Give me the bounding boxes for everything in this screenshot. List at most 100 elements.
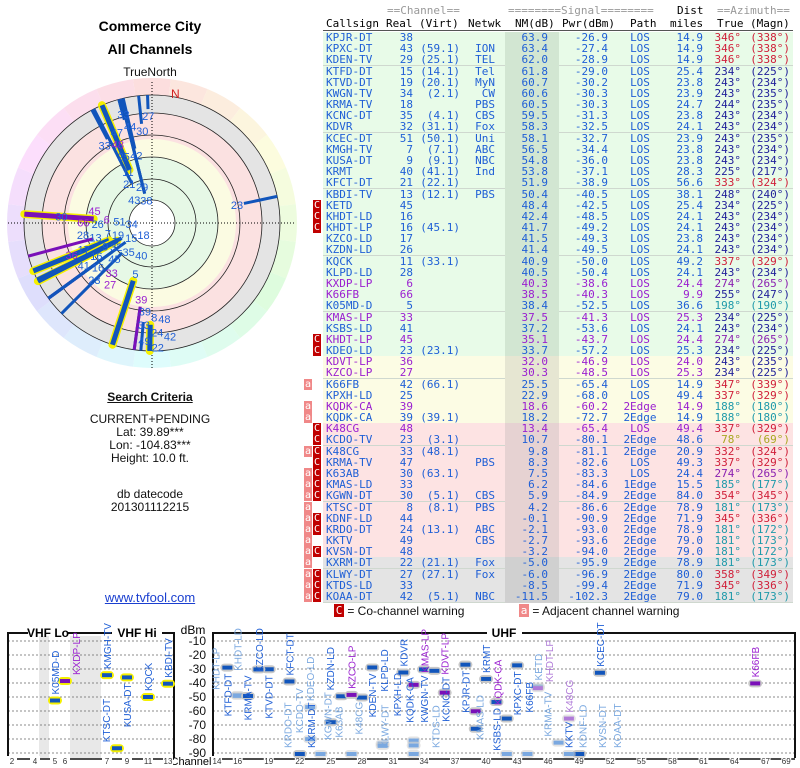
station-row[interactable]: K05MD-D 5 38.4 -52.5 LOS 36.6 198° (190°) bbox=[323, 299, 793, 313]
station-marker[interactable] bbox=[253, 667, 264, 672]
station-marker[interactable] bbox=[232, 693, 243, 698]
station-marker[interactable] bbox=[408, 743, 419, 748]
station-row[interactable]: KWGN-TV 34 (2.1) CW 60.6 -30.3 LOS 23.9 243° (235… bbox=[323, 87, 793, 100]
station-marker[interactable] bbox=[112, 746, 122, 751]
compass-wedge bbox=[36, 300, 75, 339]
network-cell: PBS bbox=[475, 455, 495, 469]
path-cell: LOS bbox=[630, 388, 650, 402]
station-row[interactable]: K66FB 66 38.5 -40.3 LOS 9.9 255° (247°) bbox=[323, 289, 793, 302]
station-row[interactable]: KMAS-LD 33 6.2 -84.6 1Edge 15.5 185° (177°) bbox=[323, 479, 793, 492]
station-row[interactable]: KZCO-LD 17 41.5 -49.3 LOS 23.8 243° (234°) bbox=[323, 233, 793, 246]
station-marker[interactable] bbox=[346, 752, 357, 756]
station-marker[interactable] bbox=[532, 684, 543, 689]
station-marker[interactable] bbox=[408, 738, 419, 743]
station-marker[interactable] bbox=[377, 741, 388, 746]
station-marker[interactable] bbox=[563, 752, 574, 756]
station-marker[interactable] bbox=[553, 740, 564, 745]
station-marker[interactable] bbox=[305, 737, 316, 742]
station-marker[interactable] bbox=[512, 663, 523, 668]
real-channel-cell: 44 bbox=[399, 511, 413, 525]
station-row[interactable]: KHDT-LP 45 35.1 -43.7 LOS 24.4 274° (265°) bbox=[323, 333, 793, 346]
co-channel-warning-icon: C bbox=[313, 479, 321, 491]
station-marker[interactable] bbox=[460, 662, 471, 667]
station-marker[interactable] bbox=[574, 752, 585, 756]
power-cell: -27.4 bbox=[574, 42, 608, 56]
station-row[interactable]: KRDO-DT 24 (13.1) ABC -2.1 -93.0 2Edge 78.9 181°… bbox=[323, 522, 793, 536]
station-marker[interactable] bbox=[243, 694, 254, 699]
station-marker[interactable] bbox=[470, 709, 481, 714]
station-marker[interactable] bbox=[356, 695, 367, 700]
station-row[interactable]: KPXC-DT 43 (59.1) ION 63.4 -27.4 LOS 14.9 346° (3… bbox=[323, 42, 793, 56]
station-marker[interactable] bbox=[315, 752, 326, 756]
station-marker[interactable] bbox=[470, 726, 481, 731]
station-marker[interactable] bbox=[305, 705, 316, 710]
station-row[interactable]: KLWY-DT 27 (27.1) Fox -6.0 -96.9 2Edge 80.0 358°… bbox=[323, 568, 793, 581]
station-marker[interactable] bbox=[501, 752, 512, 756]
station-row[interactable]: KETD 45 48.4 -42.5 LOS 25.4 234° (225°) bbox=[323, 199, 793, 212]
station-marker-halo bbox=[499, 750, 514, 758]
station-marker-label: KRMT bbox=[482, 645, 493, 673]
station-bearing-label: 51 bbox=[113, 217, 125, 229]
station-marker[interactable] bbox=[232, 692, 243, 697]
station-marker[interactable] bbox=[284, 679, 295, 684]
station-marker[interactable] bbox=[263, 667, 274, 672]
station-marker[interactable] bbox=[594, 670, 605, 675]
station-row[interactable]: KQCK 11 (33.1) 40.9 -50.0 LOS 49.2 337° (329°) bbox=[323, 255, 793, 268]
station-row[interactable]: KHDT-LD 16 42.4 -48.5 LOS 24.1 243° (234°) bbox=[323, 210, 793, 223]
station-marker[interactable] bbox=[163, 681, 173, 686]
nm-column-shade bbox=[505, 188, 559, 201]
station-marker[interactable] bbox=[481, 676, 492, 681]
station-marker[interactable] bbox=[408, 682, 419, 687]
station-marker[interactable] bbox=[408, 752, 419, 756]
nm-cell: 41.4 bbox=[521, 243, 549, 257]
virtual-channel-cell: (31.1) bbox=[420, 120, 460, 134]
station-marker[interactable] bbox=[439, 690, 450, 695]
path-cell: 2Edge bbox=[623, 522, 657, 536]
nm-cell: 41.7 bbox=[521, 221, 549, 235]
station-marker[interactable] bbox=[60, 679, 70, 684]
station-marker[interactable] bbox=[398, 670, 409, 675]
station-marker[interactable] bbox=[501, 716, 512, 721]
nm-cell: 56.5 bbox=[521, 142, 549, 156]
station-marker[interactable] bbox=[367, 665, 378, 670]
station-row[interactable]: KHDT-LP 16 (45.1) 41.7 -49.2 LOS 24.1 243° (234°… bbox=[323, 221, 793, 235]
station-row[interactable]: KTFD-DT 15 (14.1) Tel 61.8 -29.0 LOS 25.4 234° (2… bbox=[323, 65, 793, 78]
tvfool-link[interactable]: www.tvfool.com bbox=[104, 590, 196, 605]
station-marker[interactable] bbox=[491, 700, 502, 705]
station-marker[interactable] bbox=[294, 752, 305, 756]
station-marker[interactable] bbox=[50, 698, 60, 703]
tick-label-bg bbox=[232, 756, 243, 765]
station-marker[interactable] bbox=[122, 675, 132, 680]
callsign-cell: KDEO-LD bbox=[326, 344, 373, 358]
station-marker[interactable] bbox=[102, 673, 112, 678]
station-row[interactable]: KOAA-DT 42 (5.1) NBC -11.5 -102.3 2Edge 79.0 181… bbox=[323, 591, 793, 603]
station-row[interactable]: KZDN-LD 26 41.4 -49.5 LOS 24.1 243° (234°) bbox=[323, 243, 793, 257]
station-row[interactable]: KDEO-LD 23 (23.1) 33.7 -57.2 LOS 25.3 234° (225°… bbox=[323, 344, 793, 358]
station-row[interactable]: KZCO-LP 27 30.3 -48.5 LOS 25.3 234° (225°) bbox=[323, 367, 793, 380]
station-row[interactable]: KTVD-DT 19 (20.1) MyN 60.7 -30.2 LOS 23.8 243° (2… bbox=[323, 76, 793, 89]
station-marker[interactable] bbox=[750, 681, 761, 686]
station-row[interactable]: KDNF-LD 44 -0.1 -90.9 2Edge 71.9 345° (336°) bbox=[323, 511, 793, 525]
station-marker[interactable] bbox=[429, 668, 440, 673]
location-title: Commerce City bbox=[98, 18, 202, 34]
station-marker[interactable] bbox=[377, 743, 388, 748]
station-marker[interactable] bbox=[143, 695, 153, 699]
station-row[interactable]: KRMA-TV 18 PBS 60.5 -30.3 LOS 24.7 244° (235°) bbox=[323, 99, 793, 112]
station-marker[interactable] bbox=[419, 667, 429, 672]
station-row[interactable]: KVSN-DT 48 -3.2 -94.0 2Edge 79.0 181° (172°) bbox=[323, 546, 793, 559]
station-row[interactable]: KXDP-LP 6 40.3 -38.6 LOS 24.4 274° (265°) bbox=[323, 277, 793, 290]
station-marker[interactable] bbox=[563, 716, 574, 721]
station-marker[interactable] bbox=[346, 692, 357, 697]
nm-cell: 37.5 bbox=[521, 310, 549, 324]
station-marker[interactable] bbox=[336, 694, 347, 699]
station-marker[interactable] bbox=[532, 686, 543, 691]
station-marker[interactable] bbox=[522, 752, 533, 756]
station-marker[interactable] bbox=[325, 720, 336, 725]
callsign-cell: K05MD-D bbox=[326, 299, 373, 313]
tick-label-bg bbox=[419, 756, 429, 765]
power-cell: -82.6 bbox=[574, 455, 608, 469]
station-row[interactable]: KRMA-TV 47 PBS 8.3 -82.6 LOS 49.3 337° (329°) bbox=[323, 455, 793, 469]
tick-label-bg bbox=[263, 756, 274, 765]
station-marker[interactable] bbox=[222, 665, 233, 670]
channel-tick-label: 6 bbox=[63, 757, 68, 766]
